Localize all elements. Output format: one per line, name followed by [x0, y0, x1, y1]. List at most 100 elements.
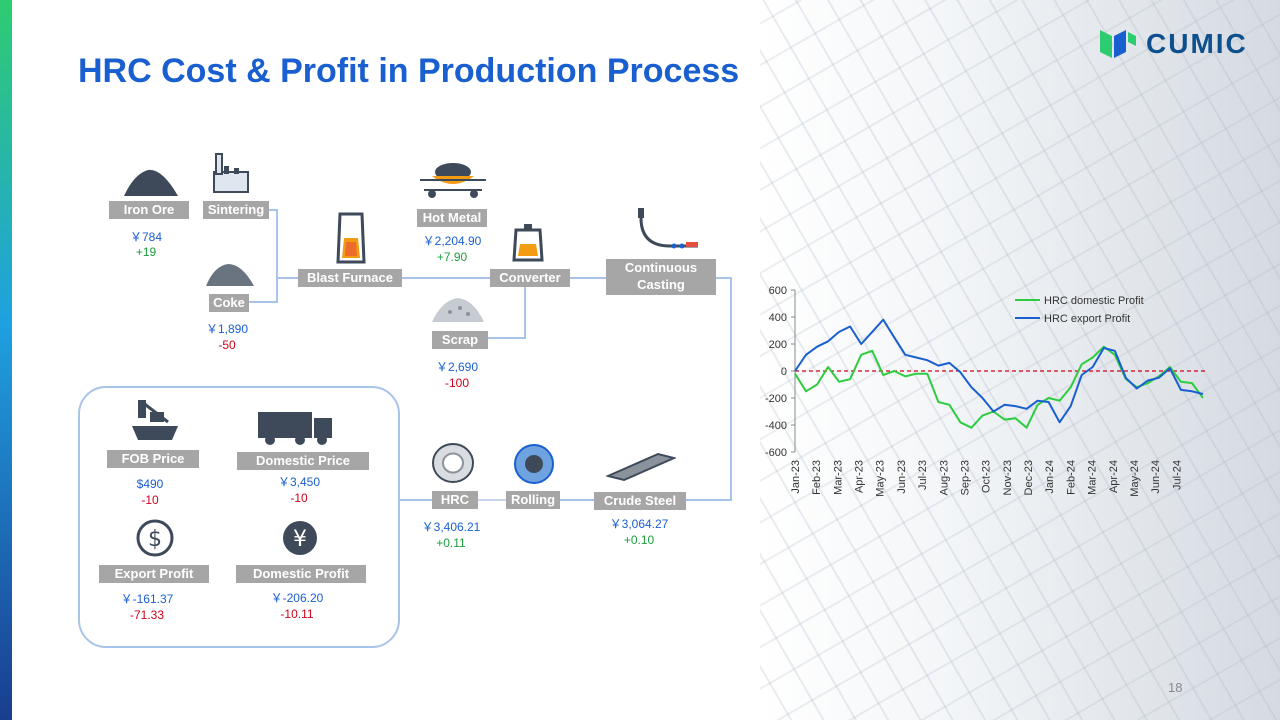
fob-price-value: $490 [136, 477, 164, 491]
x-tick-label: Jan-24 [1044, 460, 1056, 494]
domestic-price-value: ￥3,450 [277, 475, 321, 489]
connector [268, 209, 278, 211]
connector [478, 499, 506, 501]
export-profit-value: ￥-161.37 [120, 592, 174, 606]
blast-furnace-label: Blast Furnace [298, 269, 402, 287]
company-logo: CUMIC [1098, 24, 1248, 64]
hot-metal-ladle-car-icon [420, 163, 486, 198]
legend-label: HRC export Profit [1044, 313, 1130, 325]
x-tick-label: Jul-24 [1171, 460, 1183, 490]
hot-metal-label: Hot Metal [417, 209, 487, 227]
y-tick-label: -200 [765, 393, 787, 405]
crude-steel-change: +0.10 [623, 533, 655, 547]
domestic-profit-change: -10.11 [280, 607, 314, 621]
hrc-change: +0.11 [436, 536, 466, 550]
connector [400, 499, 432, 501]
converter-label: Converter [490, 269, 570, 287]
legend-label: HRC domestic Profit [1044, 295, 1144, 307]
background-photo [760, 0, 1280, 720]
blast-furnace-icon [336, 212, 366, 264]
sintering-label: Sintering [203, 201, 269, 219]
x-tick-label: Apr-23 [854, 460, 866, 493]
y-tick-label: -400 [765, 420, 787, 432]
iron-ore-label: Iron Ore [109, 201, 189, 219]
x-tick-label: Feb-24 [1065, 460, 1077, 495]
page-title: HRC Cost & Profit in Production Process [78, 52, 740, 90]
x-tick-label: Mar-23 [832, 460, 844, 495]
summary-panel [78, 386, 400, 648]
scrap-price: ￥2,690 [435, 360, 479, 374]
connector [248, 301, 278, 303]
x-tick-label: Nov-23 [1002, 460, 1014, 495]
continuous-casting-label-line2: Casting [637, 277, 685, 292]
x-tick-label: Jun-24 [1150, 460, 1162, 494]
connector [488, 337, 526, 339]
connector [524, 286, 526, 339]
x-tick-label: Jan-23 [790, 460, 802, 494]
x-tick-label: Mar-24 [1087, 460, 1099, 495]
fob-price-change: -10 [141, 493, 159, 507]
dollar-icon: $ [136, 519, 174, 557]
domestic-profit-label: Domestic Profit [236, 565, 366, 583]
series-line-domestic [794, 345, 1204, 429]
x-tick-label: Apr-24 [1108, 460, 1120, 493]
y-tick-label: 0 [781, 366, 787, 378]
coke-change: -50 [218, 338, 236, 352]
crude-steel-slab-icon [606, 452, 676, 482]
coke-price: ￥1,890 [205, 322, 249, 336]
export-profit-label: Export Profit [99, 565, 209, 583]
continuous-casting-label-line1: Continuous [624, 260, 698, 275]
connector [686, 499, 732, 501]
x-tick-label: Feb-23 [811, 460, 823, 495]
scrap-change: -100 [444, 376, 470, 390]
truck-icon [258, 412, 332, 445]
y-tick-label: 200 [769, 339, 787, 351]
sintering-plant-icon [213, 153, 249, 193]
coke-pile-icon [206, 264, 254, 286]
x-tick-label: Sep-23 [959, 460, 971, 495]
scrap-label: Scrap [432, 331, 488, 349]
crude-steel-label: Crude Steel [594, 492, 686, 510]
connector [570, 277, 608, 279]
connector [402, 277, 492, 279]
scrap-pile-icon [432, 298, 484, 322]
connector [716, 277, 732, 279]
x-tick-label: Jun-23 [896, 460, 908, 494]
y-tick-label: 400 [769, 312, 787, 324]
x-tick-label: May-24 [1129, 460, 1141, 497]
rolling-label: Rolling [506, 491, 560, 509]
fob-price-label: FOB Price [107, 450, 199, 468]
cumic-logo-icon [1100, 30, 1136, 58]
x-tick-label: Dec-23 [1023, 460, 1035, 495]
hrc-price: ￥3,406.21 [421, 520, 481, 534]
iron-ore-pile-icon [124, 169, 178, 196]
y-tick-label: 600 [769, 285, 787, 297]
hot-metal-change: +7.90 [436, 250, 468, 264]
hrc-coil-icon [432, 443, 474, 483]
x-tick-label: May-23 [875, 460, 887, 497]
series-line-export [794, 318, 1204, 424]
page-number: 18 [1168, 680, 1183, 695]
coke-label: Coke [209, 294, 249, 312]
y-tick-label: -600 [765, 447, 787, 459]
svg-text:¥: ¥ [293, 527, 307, 552]
left-accent-bar [0, 0, 12, 720]
hot-metal-price: ￥2,204.90 [422, 234, 482, 248]
connector [730, 277, 732, 501]
yen-icon: ¥ [283, 521, 317, 555]
ship-crane-icon [132, 400, 178, 440]
x-tick-label: Aug-23 [938, 460, 950, 495]
domestic-price-change: -10 [290, 491, 308, 505]
converter-icon [512, 224, 544, 262]
hrc-label: HRC [432, 491, 478, 509]
domestic-profit-value: ￥-206.20 [270, 591, 324, 605]
iron-ore-change: +19 [135, 245, 157, 259]
continuous-casting-label: Continuous Casting [606, 259, 716, 295]
domestic-price-label: Domestic Price [237, 452, 369, 470]
connector [560, 499, 594, 501]
rolling-roller-icon [514, 444, 554, 484]
logo-text: CUMIC [1146, 28, 1248, 59]
x-tick-label: Jul-23 [917, 460, 929, 490]
crude-steel-price: ￥3,064.27 [609, 517, 669, 531]
